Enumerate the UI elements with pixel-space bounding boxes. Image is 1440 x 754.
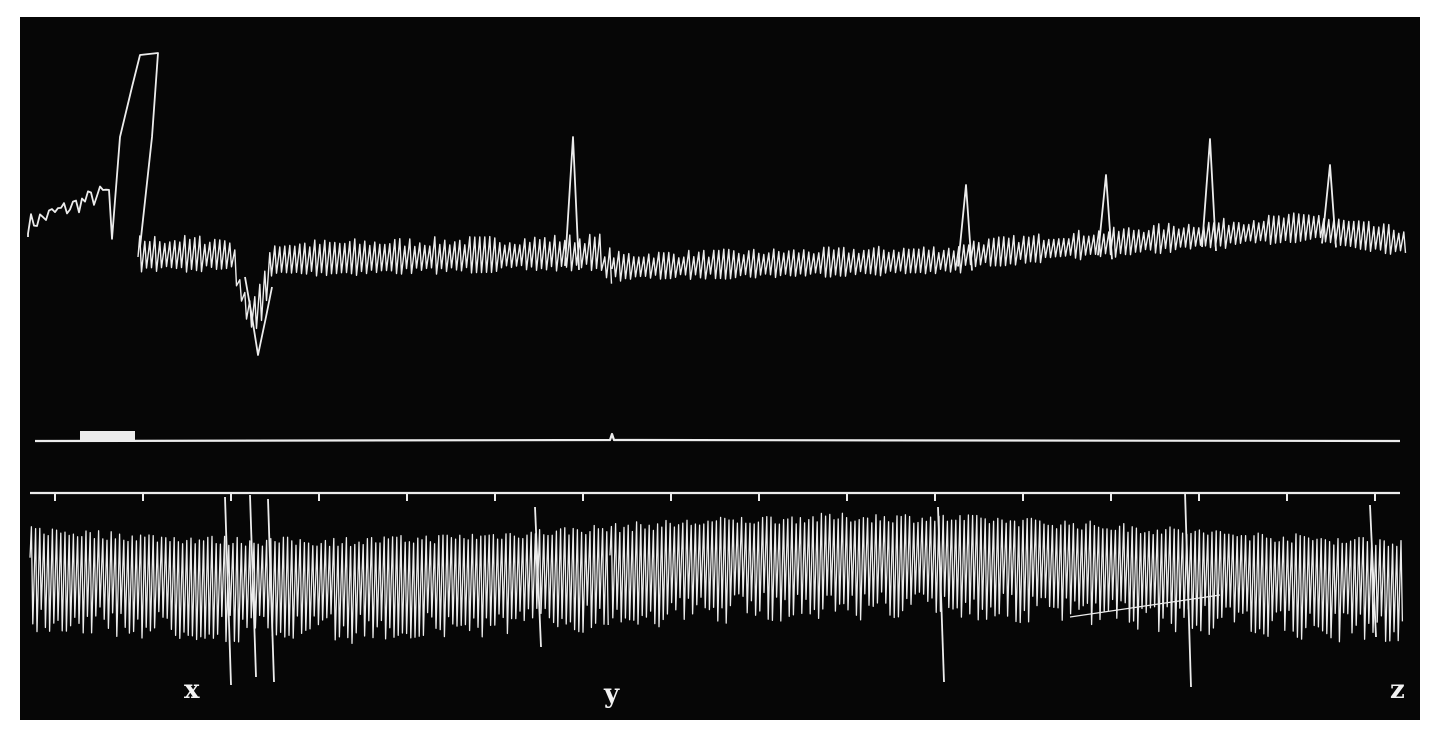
- tracing-canvas: [27, 52, 1407, 688]
- upper-trace: [27, 52, 1407, 356]
- upper-trace-spike: [957, 184, 973, 271]
- upper-trace-dip: [244, 276, 273, 356]
- lower-trace-segment-b: [609, 512, 1404, 643]
- upper-trace-onset: [27, 52, 159, 248]
- upper-trace-spike: [1201, 138, 1217, 252]
- lower-trace-segment-a: [29, 524, 609, 645]
- lower-trace-long-stroke: [534, 506, 542, 648]
- lower-trace-slant: [1069, 594, 1221, 618]
- lower-trace-long-stroke: [937, 506, 945, 683]
- marker-label-z: z: [1390, 675, 1405, 705]
- lower-trace: [29, 491, 1404, 688]
- marker-label-x: x: [184, 675, 200, 705]
- upper-trace-spike: [1097, 174, 1113, 260]
- marker-label-y: y: [604, 679, 620, 709]
- lower-trace-long-stroke: [267, 498, 275, 683]
- lower-trace-long-stroke: [1184, 491, 1192, 688]
- lower-trace-long-stroke: [249, 494, 257, 678]
- tracing-plate: x y z: [20, 17, 1420, 720]
- lower-trace-long-stroke: [224, 496, 232, 686]
- upper-trace-spike: [564, 136, 580, 270]
- lower-trace-long-stroke: [1369, 504, 1377, 638]
- upper-trace-segment-a: [137, 233, 613, 330]
- signal-line: [34, 431, 1401, 443]
- signal-baseline: [34, 432, 1401, 443]
- upper-trace-segment-b: [611, 212, 1407, 282]
- time-marker-line: [30, 491, 1400, 501]
- upper-trace-spike: [1321, 164, 1337, 248]
- stimulus-mark: [80, 431, 135, 441]
